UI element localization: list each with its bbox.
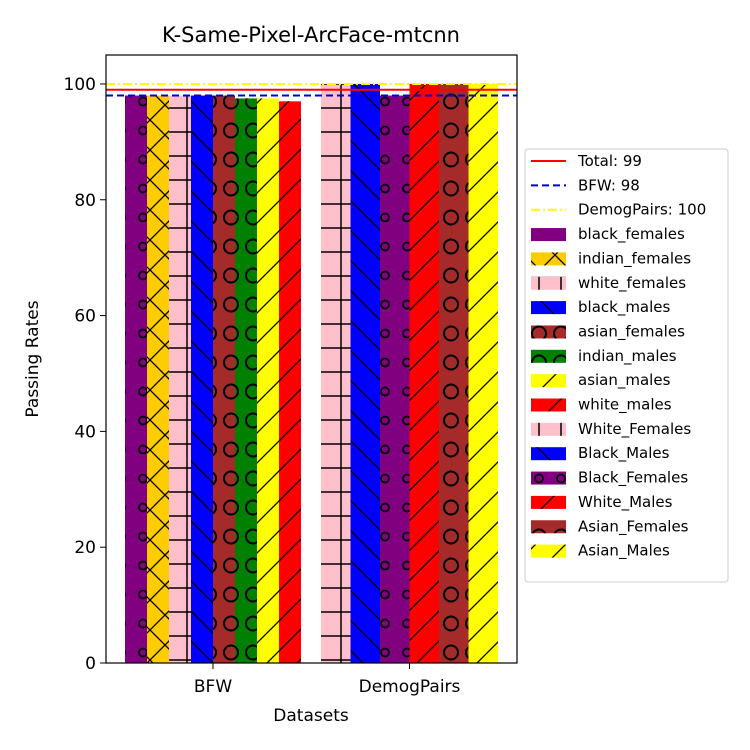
bar-hatch-Black_Males-DemogPairs: [350, 83, 380, 663]
y-tick-label: 40: [74, 422, 96, 442]
legend-swatch-hatch: [531, 398, 566, 412]
axes-frame: [105, 54, 518, 664]
legend-label: white_males: [578, 396, 672, 415]
bar-hatch-white_males-BFW: [279, 101, 301, 663]
legend-label: black_females: [578, 225, 685, 244]
legend-swatch-hatch: [531, 349, 566, 363]
legend-swatch-hatch: [531, 544, 566, 558]
chart-title: K-Same-Pixel-ArcFace-mtcnn: [162, 23, 460, 47]
legend-box: [524, 148, 729, 583]
bar-hatch-white_females-BFW: [169, 95, 191, 663]
legend-label: Black_Females: [578, 469, 688, 488]
x-axis-label: Datasets: [273, 706, 349, 726]
legend-swatch-hatch: [531, 495, 566, 509]
legend-label: Black_Males: [578, 444, 670, 463]
legend: Total: 99 BFW: 98 DemogPairs: 100 black_fem…: [524, 148, 729, 583]
legend-label: White_Females: [578, 420, 691, 439]
y-axis-label: Passing Rates: [23, 300, 43, 417]
legend-label: Asian_Males: [578, 542, 670, 561]
legend-label: indian_males: [578, 347, 677, 366]
legend-swatch-hatch: [531, 422, 566, 436]
legend-swatch-hatch: [531, 252, 566, 266]
legend-swatch-hatch: [531, 447, 566, 461]
y-tick-label: 20: [74, 538, 96, 558]
y-tick-label: 80: [74, 191, 96, 211]
bar-hatch-Asian_Males-DemogPairs: [468, 83, 498, 663]
y-tick-label: 60: [74, 307, 96, 327]
legend-swatch-hatch: [531, 471, 566, 485]
bar-hatch-White_Females-DemogPairs: [321, 83, 351, 663]
legend-label: Total: 99: [577, 152, 642, 170]
legend-swatch-hatch: [531, 301, 566, 315]
bar-hatch-black_females-BFW: [125, 95, 147, 663]
bar-hatch-asian_males-BFW: [257, 98, 279, 663]
legend-label: White_Males: [578, 493, 673, 512]
legend-swatch-hatch: [531, 520, 566, 534]
legend-swatch-hatch: [531, 276, 566, 290]
legend-swatch-hatch: [531, 325, 566, 339]
legend-label: BFW: 98: [578, 176, 640, 194]
legend-label: indian_females: [578, 249, 691, 268]
bar-hatch-black_males-BFW: [191, 95, 213, 663]
legend-label: white_females: [578, 274, 686, 293]
legend-label: black_males: [578, 298, 671, 317]
legend-swatch-hatch: [531, 228, 566, 242]
bar-hatch-Black_Females-DemogPairs: [380, 95, 410, 663]
y-tick-label: 0: [85, 654, 96, 674]
legend-label: Asian_Females: [578, 517, 689, 536]
legend-swatch-hatch: [531, 374, 566, 388]
x-axis: BFW DemogPairs: [194, 663, 461, 697]
x-tick-label: BFW: [194, 677, 232, 697]
bar-hatch-asian_females-BFW: [213, 95, 235, 663]
legend-label: asian_females: [578, 322, 685, 341]
bar-hatch-White_Males-DemogPairs: [409, 83, 439, 663]
x-tick-label: DemogPairs: [359, 677, 461, 697]
bar-hatch-Asian_Females-DemogPairs: [439, 83, 469, 663]
y-axis: 0 20 40 60 80 100: [64, 75, 106, 674]
bar-hatch-indian_males-BFW: [235, 98, 257, 663]
legend-label: DemogPairs: 100: [578, 201, 706, 219]
plot-area: [106, 82, 517, 663]
legend-label: asian_males: [578, 371, 671, 390]
bar-hatch-indian_females-BFW: [147, 95, 169, 663]
y-tick-label: 100: [64, 75, 96, 95]
